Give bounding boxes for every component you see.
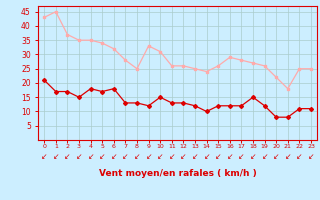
Text: ↙: ↙ bbox=[273, 152, 279, 162]
Text: ↙: ↙ bbox=[296, 152, 303, 162]
X-axis label: Vent moyen/en rafales ( km/h ): Vent moyen/en rafales ( km/h ) bbox=[99, 169, 256, 178]
Text: ↙: ↙ bbox=[87, 152, 94, 162]
Text: ↙: ↙ bbox=[204, 152, 210, 162]
Text: ↙: ↙ bbox=[64, 152, 71, 162]
Text: ↙: ↙ bbox=[145, 152, 152, 162]
Text: ↙: ↙ bbox=[261, 152, 268, 162]
Text: ↙: ↙ bbox=[122, 152, 129, 162]
Text: ↙: ↙ bbox=[41, 152, 47, 162]
Text: ↙: ↙ bbox=[192, 152, 198, 162]
Text: ↙: ↙ bbox=[111, 152, 117, 162]
Text: ↙: ↙ bbox=[134, 152, 140, 162]
Text: ↙: ↙ bbox=[99, 152, 105, 162]
Text: ↙: ↙ bbox=[157, 152, 164, 162]
Text: ↙: ↙ bbox=[169, 152, 175, 162]
Text: ↙: ↙ bbox=[52, 152, 59, 162]
Text: ↙: ↙ bbox=[250, 152, 256, 162]
Text: ↙: ↙ bbox=[284, 152, 291, 162]
Text: ↙: ↙ bbox=[238, 152, 244, 162]
Text: ↙: ↙ bbox=[227, 152, 233, 162]
Text: ↙: ↙ bbox=[180, 152, 187, 162]
Text: ↙: ↙ bbox=[308, 152, 314, 162]
Text: ↙: ↙ bbox=[76, 152, 82, 162]
Text: ↙: ↙ bbox=[215, 152, 221, 162]
